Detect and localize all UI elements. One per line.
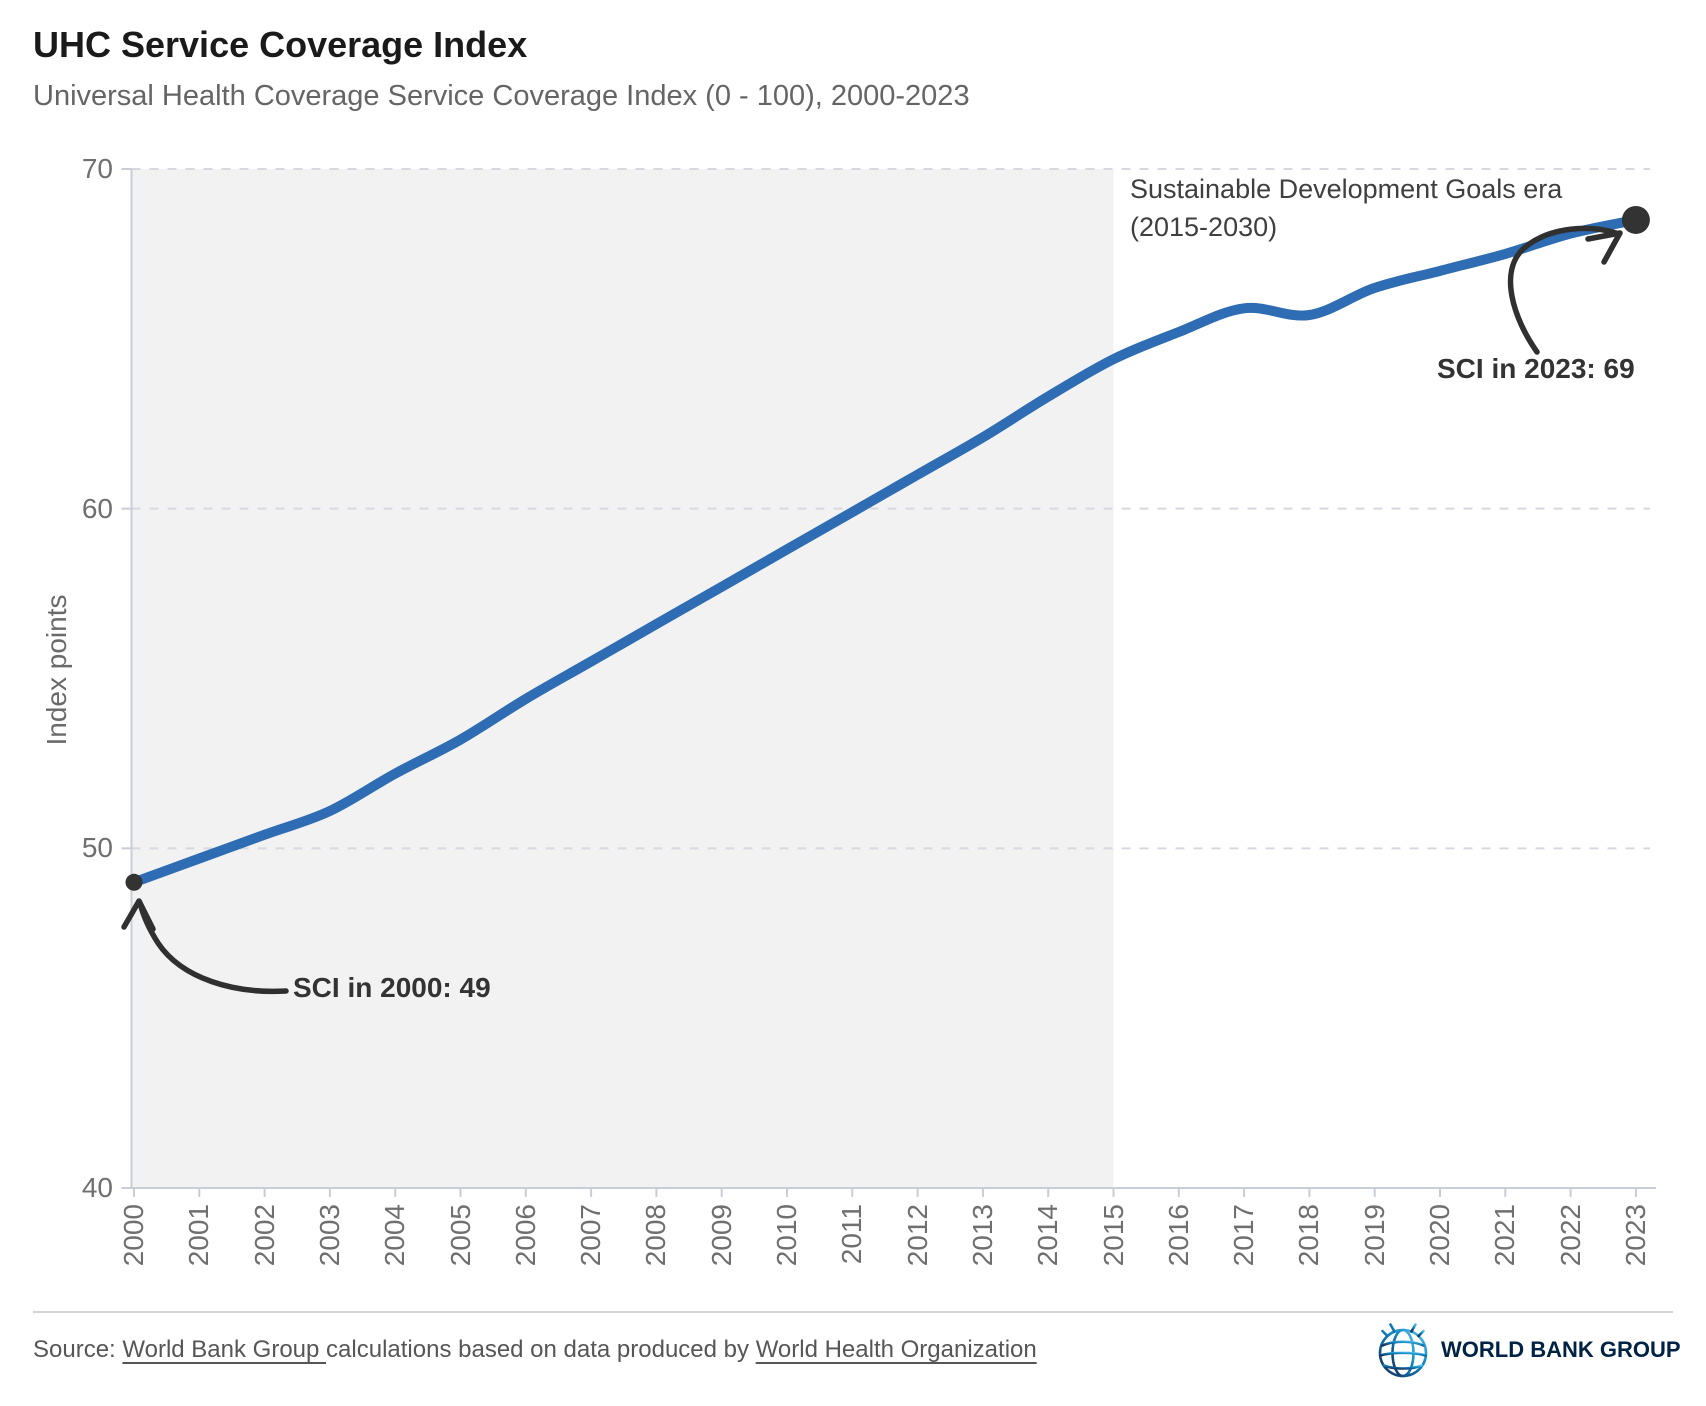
sdg-era-annotation: Sustainable Development Goals era (2015-… (1130, 170, 1562, 246)
x-tick-label: 2022 (1554, 1204, 1586, 1267)
y-tick-label: 60 (81, 492, 113, 524)
world-bank-globe-icon (1378, 1321, 1428, 1378)
x-tick-label: 2019 (1358, 1204, 1390, 1267)
pre-sdg-shaded-region (131, 169, 1114, 1188)
x-tick-label: 2023 (1619, 1204, 1651, 1267)
x-tick-label: 2014 (1032, 1204, 1064, 1267)
arrow-to-2023-point (1507, 225, 1619, 355)
x-tick-label: 2018 (1293, 1204, 1325, 1267)
sdg-era-annotation-line2: (2015-2030) (1130, 212, 1278, 242)
y-tick-label: 70 (81, 152, 113, 184)
source-link-world-bank-group[interactable]: World Bank Group (122, 1336, 327, 1363)
footer-divider (33, 1311, 1673, 1313)
page-subtitle: Universal Health Coverage Service Covera… (33, 80, 970, 112)
x-tick-label: 2009 (705, 1204, 737, 1267)
x-tick-label: 2008 (640, 1204, 672, 1267)
page-title: UHC Service Coverage Index (33, 24, 528, 65)
x-tick-label: 2016 (1162, 1204, 1194, 1267)
source-link-world-health-organization[interactable]: World Health Organization (755, 1336, 1037, 1363)
sci-2023-annotation: SCI in 2023: 69 (1437, 353, 1635, 384)
x-tick-label: 2013 (966, 1204, 998, 1267)
source-middle-text: calculations based on data produced by (326, 1336, 756, 1363)
x-tick-label: 2006 (509, 1204, 541, 1267)
x-tick-label: 2020 (1424, 1204, 1455, 1267)
world-bank-group-logo: WORLD BANK GROUP (1375, 1320, 1681, 1380)
sci-2000-annotation: SCI in 2000: 49 (293, 972, 491, 1003)
x-tick-label: 2007 (575, 1204, 607, 1267)
x-tick-label: 2010 (771, 1204, 802, 1267)
source-attribution: Source: World Bank Group calculations ba… (33, 1336, 1037, 1364)
x-tick-label: 2017 (1228, 1204, 1260, 1267)
sdg-era-annotation-line1: Sustainable Development Goals era (1130, 174, 1563, 204)
arrowhead-2023 (1585, 230, 1623, 265)
y-tick-label: 50 (81, 832, 113, 864)
y-axis-title: Index points (41, 594, 72, 746)
x-tick-label: 2021 (1489, 1204, 1521, 1267)
x-tick-label: 2004 (379, 1204, 411, 1267)
source-prefix: Source: (33, 1336, 123, 1363)
x-tick-label: 2012 (901, 1204, 933, 1267)
x-tick-label: 2015 (1097, 1204, 1129, 1267)
x-tick-label: 2001 (183, 1204, 215, 1267)
x-tick-label: 2000 (118, 1204, 149, 1267)
y-tick-label: 40 (81, 1172, 113, 1203)
sci-series-line (129, 214, 1641, 888)
x-tick-label: 2002 (248, 1204, 280, 1267)
x-tick-label: 2011 (836, 1204, 868, 1265)
x-tick-label: 2005 (444, 1204, 476, 1267)
data-point-2023 (1621, 205, 1650, 234)
data-point-2000 (125, 873, 143, 891)
world-bank-logo-text: WORLD BANK GROUP (1441, 1337, 1681, 1362)
x-tick-label: 2003 (313, 1204, 345, 1267)
arrowhead-2000 (121, 898, 156, 932)
